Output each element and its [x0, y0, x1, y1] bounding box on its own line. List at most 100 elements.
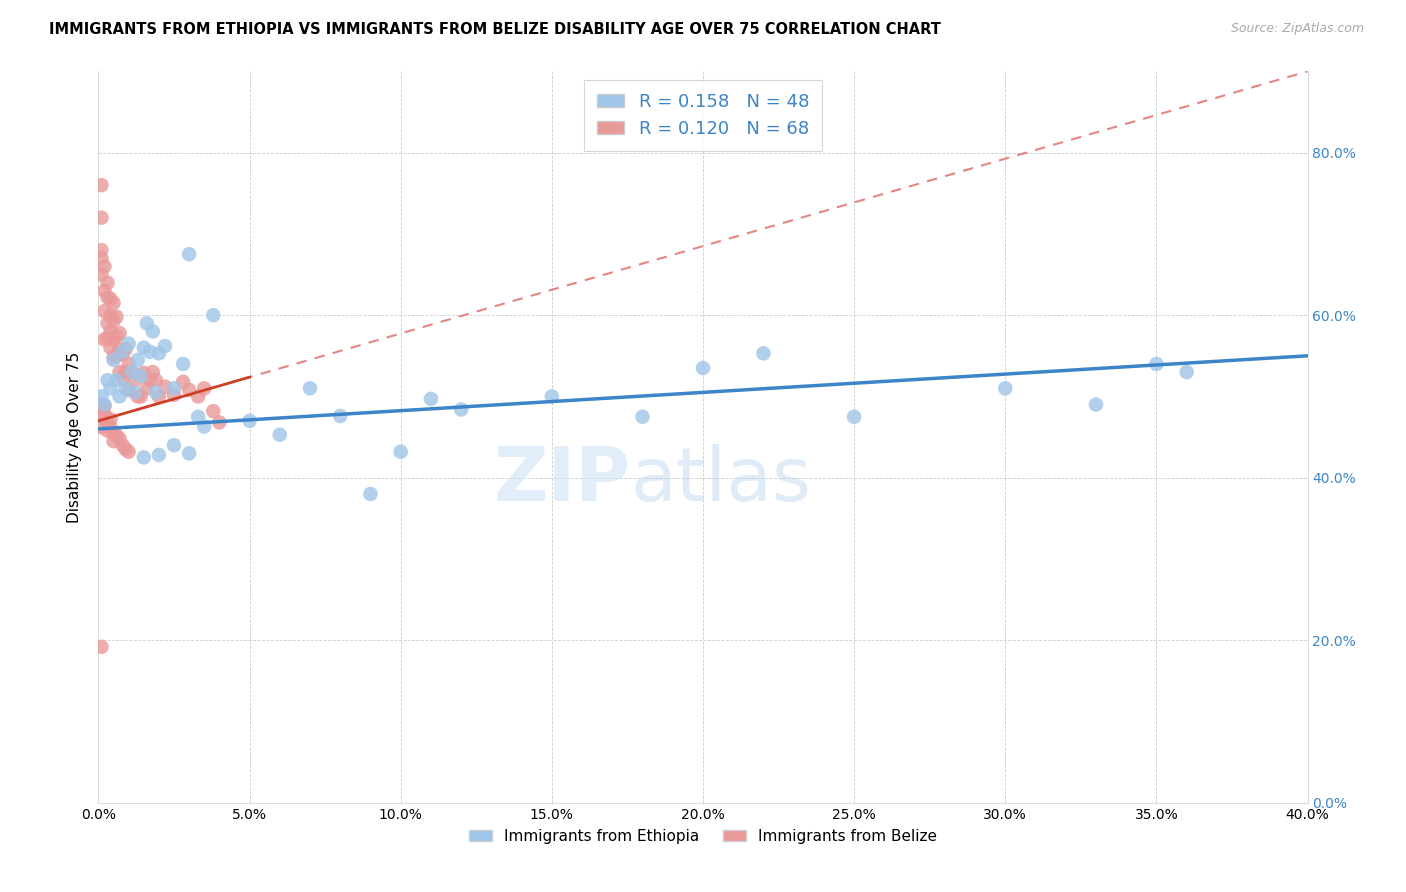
Point	[163, 438, 186, 452]
Point	[631, 409, 654, 424]
Point	[111, 347, 134, 361]
Point	[96, 276, 118, 290]
Point	[172, 357, 194, 371]
Point	[93, 407, 115, 421]
Point	[132, 341, 155, 355]
Point	[96, 316, 118, 330]
Point	[111, 438, 134, 452]
Point	[389, 444, 412, 458]
Point	[90, 409, 112, 424]
Point	[108, 365, 131, 379]
Point	[96, 290, 118, 304]
Point	[114, 381, 136, 395]
Point	[90, 211, 112, 225]
Point	[90, 252, 112, 266]
Point	[844, 409, 866, 424]
Point	[118, 444, 141, 458]
Point	[90, 398, 112, 412]
Point	[103, 314, 125, 328]
Point	[90, 389, 112, 403]
Point	[108, 326, 131, 340]
Point	[153, 339, 176, 353]
Point	[132, 450, 155, 465]
Point	[148, 346, 170, 360]
Point	[114, 365, 136, 379]
Point	[103, 434, 125, 449]
Point	[121, 365, 143, 379]
Point	[93, 304, 115, 318]
Point	[139, 373, 162, 387]
Point	[193, 419, 215, 434]
Point	[105, 310, 128, 324]
Point	[163, 388, 186, 402]
Text: Source: ZipAtlas.com: Source: ZipAtlas.com	[1230, 22, 1364, 36]
Point	[90, 243, 112, 257]
Point	[100, 292, 122, 306]
Text: atlas: atlas	[630, 444, 811, 517]
Point	[127, 389, 149, 403]
Point	[96, 331, 118, 345]
Point	[103, 333, 125, 347]
Point	[299, 381, 322, 395]
Point	[135, 381, 157, 395]
Point	[108, 389, 131, 403]
Point	[187, 409, 209, 424]
Point	[142, 365, 165, 379]
Point	[118, 383, 141, 397]
Point	[103, 296, 125, 310]
Point	[96, 416, 118, 430]
Point	[420, 392, 443, 406]
Point	[114, 343, 136, 357]
Point	[193, 381, 215, 395]
Point	[100, 420, 122, 434]
Point	[105, 349, 128, 363]
Point	[108, 432, 131, 446]
Point	[145, 385, 167, 400]
Point	[108, 343, 131, 357]
Point	[139, 344, 162, 359]
Y-axis label: Disability Age Over 75: Disability Age Over 75	[67, 351, 83, 523]
Point	[111, 344, 134, 359]
Point	[105, 428, 128, 442]
Point	[100, 325, 122, 339]
Point	[692, 361, 714, 376]
Point	[1085, 398, 1108, 412]
Point	[111, 371, 134, 385]
Point	[93, 333, 115, 347]
Point	[540, 389, 562, 403]
Point	[100, 341, 122, 355]
Point	[118, 336, 141, 351]
Point	[179, 446, 201, 460]
Point	[121, 365, 143, 379]
Legend: Immigrants from Ethiopia, Immigrants from Belize: Immigrants from Ethiopia, Immigrants fro…	[463, 822, 943, 850]
Point	[100, 412, 122, 426]
Point	[179, 383, 201, 397]
Point	[90, 640, 112, 654]
Point	[105, 329, 128, 343]
Point	[148, 448, 170, 462]
Point	[994, 381, 1017, 395]
Point	[103, 351, 125, 365]
Point	[145, 373, 167, 387]
Point	[93, 260, 115, 274]
Point	[100, 308, 122, 322]
Point	[132, 366, 155, 380]
Point	[118, 357, 141, 371]
Point	[329, 409, 352, 423]
Point	[96, 424, 118, 438]
Point	[124, 385, 146, 400]
Text: ZIP: ZIP	[494, 444, 630, 517]
Point	[100, 381, 122, 395]
Point	[148, 389, 170, 403]
Point	[208, 416, 231, 430]
Point	[163, 381, 186, 395]
Text: IMMIGRANTS FROM ETHIOPIA VS IMMIGRANTS FROM BELIZE DISABILITY AGE OVER 75 CORREL: IMMIGRANTS FROM ETHIOPIA VS IMMIGRANTS F…	[49, 22, 941, 37]
Point	[239, 414, 262, 428]
Point	[93, 284, 115, 298]
Point	[96, 373, 118, 387]
Point	[153, 380, 176, 394]
Point	[142, 325, 165, 339]
Point	[124, 373, 146, 387]
Point	[127, 352, 149, 367]
Point	[129, 389, 152, 403]
